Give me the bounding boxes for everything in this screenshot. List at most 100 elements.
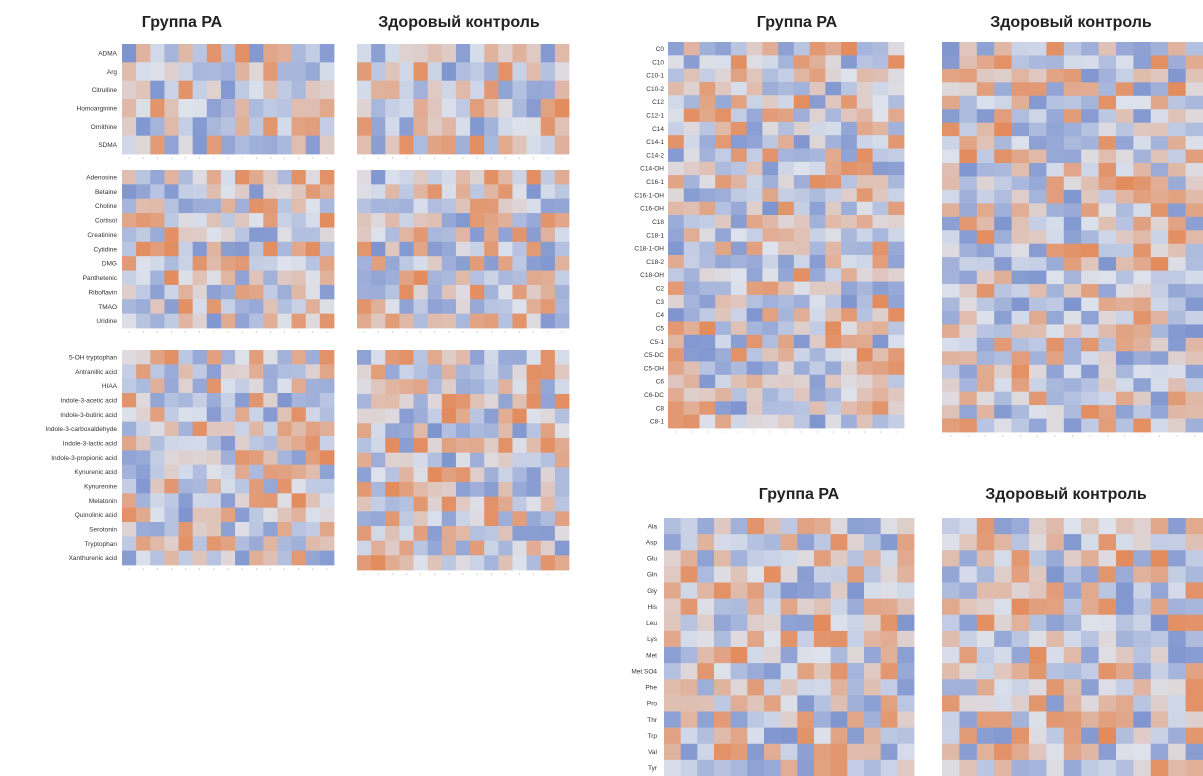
heatmap-cell-ra: [699, 241, 716, 256]
heatmap-cell-control: [1133, 364, 1152, 379]
heatmap-cell-control: [1185, 230, 1203, 245]
heatmap-cell-control: [441, 198, 457, 214]
heatmap-cell-control: [1150, 582, 1169, 600]
heatmap-cell-control: [1116, 284, 1134, 298]
heatmap-cell-control: [399, 379, 414, 395]
heatmap-cell-ra: [780, 566, 798, 583]
heatmap-cell-ra: [305, 313, 321, 329]
heatmap-cell-control: [1029, 566, 1047, 583]
heatmap-cell-ra: [762, 81, 779, 96]
heatmap-cell-ra: [715, 228, 732, 243]
heatmap-cell-ra: [305, 170, 321, 185]
heatmap-cell-control: [1063, 743, 1082, 761]
heatmap-cell-ra: [880, 647, 898, 664]
heatmap-cell-control: [512, 117, 527, 137]
heatmap-cell-control: [455, 540, 471, 556]
heatmap-cell-ra: [797, 518, 815, 535]
heatmap-cell-control: [512, 423, 527, 439]
heatmap-cell-ra: [122, 80, 137, 100]
heatmap-cell-ra: [122, 407, 137, 423]
heatmap-cell-ra: [136, 393, 151, 408]
heatmap-cell-control: [441, 99, 457, 118]
heatmap-cell-ra: [235, 270, 250, 286]
heatmap-cell-control: [1081, 284, 1099, 298]
heatmap-cell-control: [1029, 518, 1047, 535]
heatmap-cell-control: [994, 149, 1012, 164]
heatmap-cell-ra: [762, 42, 779, 56]
heatmap-cell-control: [371, 496, 386, 512]
heatmap-cell-control: [1011, 337, 1030, 352]
heatmap-cell-ra: [680, 647, 698, 664]
heatmap-cell-ra: [730, 518, 748, 535]
heatmap-cell-ra: [235, 436, 250, 451]
heatmap-cell-ra: [730, 388, 748, 402]
heatmap-cell-ra: [830, 566, 848, 583]
heatmap-cell-ra: [192, 117, 208, 137]
heatmap-cell-control: [1098, 42, 1117, 56]
heatmap-cell-ra: [747, 663, 765, 680]
heatmap-cell-ra: [809, 121, 826, 136]
heatmap-cell-ra: [680, 550, 698, 567]
heatmap-cell-control: [1133, 351, 1152, 366]
heatmap-cell-ra: [747, 695, 765, 712]
heatmap-cell-ra: [305, 44, 321, 63]
heatmap-cell-ra: [714, 550, 732, 567]
heatmap-cell-ra: [714, 743, 732, 761]
heatmap-cell-ra: [714, 759, 732, 776]
heatmap-cell-control: [1029, 270, 1047, 285]
heatmap-cell-ra: [730, 582, 748, 600]
heatmap-cell-control: [1081, 324, 1099, 339]
heatmap-cell-ra: [793, 334, 810, 349]
heatmap-cell-control: [1029, 42, 1047, 56]
heatmap-cell-ra: [683, 374, 700, 389]
heatmap-cell-control: [399, 62, 414, 82]
heatmap-cell-control: [1046, 310, 1065, 325]
title-ra-right-top: Группа РА: [757, 14, 838, 31]
heatmap-cell-control: [484, 540, 499, 556]
heatmap-cell-control: [470, 313, 485, 329]
heatmap-cell-control: [1063, 42, 1082, 56]
heatmap-cell-ra: [680, 630, 698, 648]
heatmap-cell-ra: [825, 294, 842, 309]
heatmap-cell-ra: [249, 421, 264, 437]
heatmap-cell-control: [357, 227, 372, 243]
heatmap-cell-control: [427, 313, 443, 329]
heatmap-cell-control: [1116, 109, 1134, 124]
heatmap-cell-ra: [888, 215, 905, 229]
heatmap-cell-control: [1150, 216, 1169, 231]
heatmap-cell-ra: [192, 198, 208, 214]
heatmap-cell-ra: [305, 479, 321, 494]
title-ra-left: Группа РА: [142, 14, 223, 31]
heatmap-cell-ra: [699, 215, 716, 229]
heatmap-cell-control: [413, 438, 429, 454]
heatmap-cell-ra: [747, 679, 765, 696]
heatmap-cell-ra: [178, 522, 194, 537]
heatmap-cell-control: [455, 184, 471, 200]
heatmap-cell-control: [357, 184, 372, 200]
heatmap-cell-ra: [699, 42, 716, 56]
heatmap-cell-control: [1185, 391, 1203, 406]
heatmap-cell-ra: [841, 281, 858, 296]
heatmap-cell-ra: [206, 493, 222, 509]
heatmap-cell-ra: [778, 334, 795, 349]
heatmap-cell-ra: [780, 759, 798, 776]
heatmap-cell-control: [1168, 284, 1186, 298]
heatmap-cell-control: [1150, 711, 1169, 729]
heatmap-cell-ra: [319, 135, 335, 155]
heatmap-cell-ra: [697, 566, 715, 583]
heatmap-cell-control: [526, 62, 542, 82]
heatmap-cell-control: [554, 438, 570, 454]
heatmap-cell-control: [1011, 614, 1030, 632]
heatmap-cell-ra: [847, 582, 865, 600]
heatmap-cell-control: [994, 582, 1012, 600]
heatmap-cell-ra: [305, 241, 321, 257]
heatmap-cell-ra: [206, 421, 222, 437]
heatmap-cell-control: [357, 496, 372, 512]
heatmap-cell-ra: [305, 393, 321, 408]
heatmap-cell-ra: [847, 759, 865, 776]
heatmap-cell-control: [1116, 534, 1134, 551]
heatmap-cell-ra: [122, 170, 137, 185]
heatmap-cell-control: [959, 270, 978, 285]
heatmap-cell-control: [512, 313, 527, 329]
